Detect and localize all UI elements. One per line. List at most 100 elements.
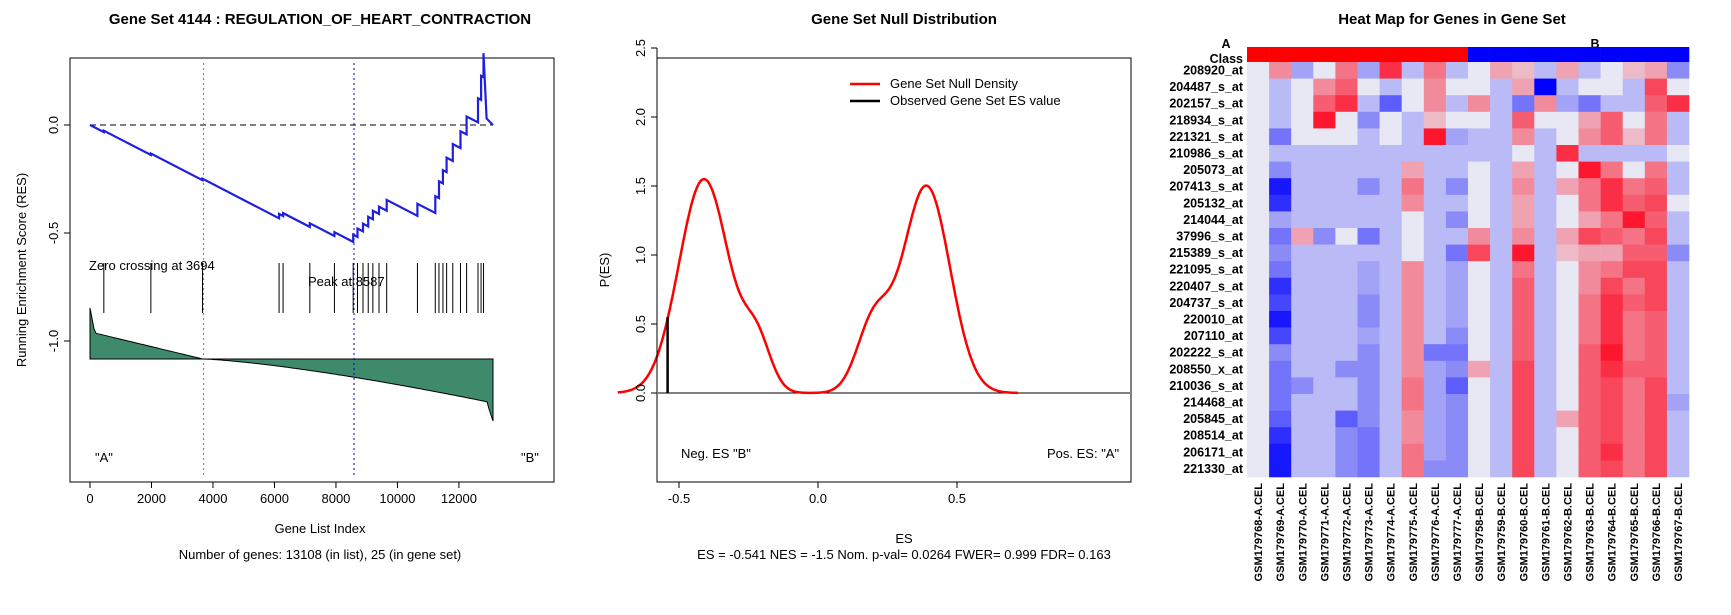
heat-cell (1622, 460, 1646, 478)
heat-cell (1512, 178, 1535, 196)
peak-label: Peak at 8587 (308, 274, 385, 289)
heat-cell (1357, 294, 1380, 312)
class-cell (1622, 47, 1646, 62)
heat-cell (1490, 78, 1513, 96)
heat-cell (1423, 327, 1447, 345)
heat-cell (1468, 327, 1491, 345)
heat-cell (1357, 427, 1380, 445)
heat-cell (1269, 161, 1292, 179)
heat-cell (1644, 62, 1668, 79)
class-cell (1578, 47, 1601, 62)
heat-cell (1556, 95, 1579, 113)
heat-cell (1556, 360, 1579, 378)
heat-cell (1247, 344, 1270, 362)
heat-cell (1357, 95, 1380, 113)
heat-cell (1556, 128, 1579, 146)
null-distribution-subtitle: ES = -0.541 NES = -1.5 Nom. p-val= 0.026… (697, 547, 1111, 562)
heat-cell (1534, 95, 1557, 113)
heat-cell (1468, 228, 1491, 245)
enrichment-y-tick-label: 0.0 (46, 116, 61, 134)
heat-cell (1269, 377, 1292, 395)
heat-cell (1490, 178, 1513, 196)
heat-cell (1291, 261, 1314, 279)
heat-cell (1644, 178, 1668, 196)
heat-cell (1313, 95, 1336, 113)
heat-cell (1423, 128, 1447, 146)
heat-cell (1578, 211, 1601, 229)
heat-cell (1578, 360, 1601, 378)
heat-cell (1291, 211, 1314, 229)
heat-cell (1379, 277, 1402, 295)
heat-cell (1401, 360, 1425, 378)
heat-cell (1379, 178, 1402, 196)
heat-cell (1247, 95, 1270, 113)
heat-cell (1313, 145, 1336, 162)
class-cell (1379, 47, 1402, 62)
class-a-label: "A" (95, 450, 113, 465)
heat-map-column-label: GSM179775-A.CEL (1408, 483, 1420, 582)
heat-cell (1423, 394, 1447, 411)
heat-map-column-label: GSM179768-A.CEL (1253, 483, 1265, 582)
heat-cell (1534, 128, 1557, 146)
heat-map-row-label: 220407_s_at (1169, 279, 1244, 293)
heat-cell (1666, 394, 1690, 411)
heat-map-column-label: GSM179773-A.CEL (1364, 483, 1376, 582)
heat-cell (1269, 62, 1292, 79)
heat-cell (1512, 377, 1535, 395)
heat-cell (1534, 161, 1557, 179)
heat-cell (1468, 211, 1491, 229)
heat-cell (1445, 62, 1469, 79)
heat-cell (1445, 360, 1469, 378)
heat-cell (1666, 294, 1690, 312)
heat-cell (1534, 228, 1557, 245)
heat-cell (1313, 443, 1336, 461)
heat-cell (1269, 95, 1292, 113)
heat-cell (1379, 128, 1402, 146)
heat-cell (1622, 211, 1646, 229)
heat-cell (1622, 78, 1646, 96)
enrichment-plot-title: Gene Set 4144 : REGULATION_OF_HEART_CONT… (109, 11, 531, 28)
heat-cell (1379, 161, 1402, 179)
heat-cell (1534, 327, 1557, 345)
heat-cell (1423, 360, 1447, 378)
heat-map-column-label: GSM179764-B.CEL (1607, 483, 1619, 582)
heat-cell (1357, 62, 1380, 79)
heat-cell (1644, 344, 1668, 362)
heat-cell (1357, 344, 1380, 362)
heat-cell (1556, 460, 1579, 478)
heat-cell (1269, 228, 1292, 245)
heat-cell (1313, 244, 1336, 262)
enrichment-x-tick-label: 10000 (379, 491, 415, 506)
heat-cell (1423, 277, 1447, 295)
heat-cell (1556, 394, 1579, 411)
heat-map-row-label: 205073_at (1183, 163, 1244, 177)
heat-cell (1423, 344, 1447, 362)
heat-cell (1423, 161, 1447, 179)
heat-map-row-label: 220010_at (1183, 313, 1244, 327)
heat-map-row-label: 37996_s_at (1176, 230, 1244, 244)
heat-cell (1534, 460, 1557, 478)
heat-cell (1490, 111, 1513, 129)
heat-cell (1534, 427, 1557, 445)
heat-cell (1490, 228, 1513, 245)
heat-cell (1622, 128, 1646, 146)
heat-cell (1666, 194, 1690, 212)
heat-cell (1335, 194, 1358, 212)
heat-cell (1644, 377, 1668, 395)
heat-cell (1379, 194, 1402, 212)
heat-cell (1357, 460, 1380, 478)
heat-cell (1291, 228, 1314, 245)
heat-cell (1401, 410, 1425, 428)
heat-map-class-label: Class (1210, 52, 1243, 66)
heat-cell (1291, 394, 1314, 411)
heat-cell (1556, 78, 1579, 96)
heat-cell (1247, 460, 1270, 478)
heat-cell (1269, 443, 1292, 461)
heat-cell (1468, 161, 1491, 179)
heat-cell (1247, 62, 1270, 79)
heat-map-column-label: GSM179761-B.CEL (1540, 483, 1552, 582)
heat-cell (1666, 427, 1690, 445)
heat-cell (1291, 377, 1314, 395)
heat-cell (1600, 261, 1623, 279)
heat-map-row-label: 202222_s_at (1169, 346, 1244, 360)
